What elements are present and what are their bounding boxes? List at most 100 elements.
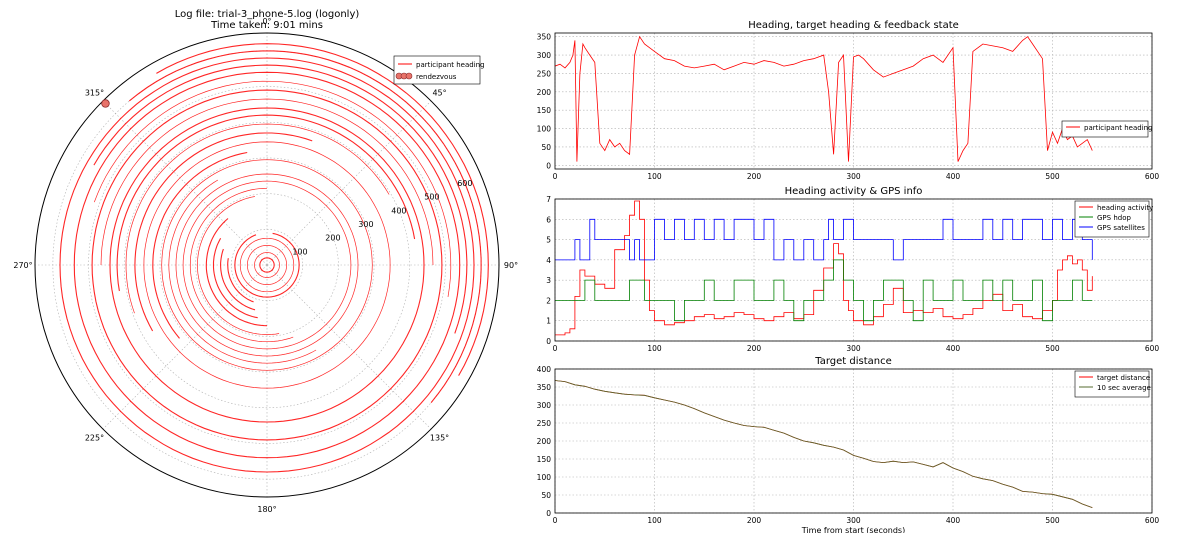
legend-label: rendezvous [416,73,457,81]
heading-arc [254,252,280,278]
y-tick-label: 200 [537,437,552,446]
polar-radial-gridline [88,86,446,444]
y-tick-label: 150 [537,455,552,464]
heading-arc [189,187,294,343]
series-line-heading-activity [555,200,1093,336]
legend-label: participant heading [416,61,485,69]
legend-label: 10 sec average [1097,384,1151,392]
chart-title: Heading, target heading & feedback state [748,20,959,31]
legend-box [1061,120,1149,138]
y-tick-label: 100 [537,473,552,482]
legend-swatch-rendezvous [405,72,413,80]
heading-arc [205,218,268,327]
polar-radial-tick-label: 300 [358,220,373,229]
chart-legend: target distance 10 sec average [1074,370,1151,398]
series-line-GPS-hdop [555,259,1093,322]
heading-arc [134,132,313,332]
chart-title: Heading activity & GPS info [785,186,923,197]
heading-arc [91,89,443,441]
x-tick-label: 500 [1045,172,1060,181]
y-tick-label: 300 [537,401,552,410]
heading-arc [128,50,482,404]
x-tick-label: 0 [553,516,558,525]
heading-arc [93,80,452,297]
heading-arc [175,173,359,357]
polar-heading-chart: 0° 45° 90° 135° 180° 225° 270° 315° 100 200 300 400… [13,17,518,514]
y-tick-label: 250 [537,69,552,78]
heading-arc [109,107,425,423]
y-tick-label: 350 [537,383,552,392]
x-tick-label: 500 [1045,344,1060,353]
x-tick-label: 400 [946,172,961,181]
y-tick-label: 7 [546,195,551,204]
polar-angle-label: 315° [85,88,104,97]
y-tick-label: 50 [541,491,551,500]
heading-arc [239,237,295,293]
legend-label: target distance [1097,374,1150,382]
heading-arc [212,237,258,319]
x-tick-label: 200 [747,172,762,181]
legend-label: heading activity [1097,204,1153,212]
polar-angle-label: 180° [257,505,276,514]
polar-angle-gridline [102,100,268,266]
series-line-participant-heading [555,35,1093,162]
polar-angle-label: 90° [504,261,518,270]
heading-arc [182,180,352,350]
polar-radial-gridline [123,121,411,409]
polar-radial-gridline [159,157,375,373]
polar-angle-gridline [266,100,432,266]
x-tick-label: 300 [846,516,861,525]
y-tick-label: 1 [546,317,551,326]
polar-frame [34,32,500,498]
polar-angle-label: 0° [262,17,271,26]
polar-angle-label: 135° [430,434,449,443]
heading-arc [143,141,391,389]
chart-legend: participant heading [1061,120,1153,138]
axes-frame [554,368,1153,514]
heading-arc [247,245,287,285]
heading-arc [161,159,373,371]
legend-label: participant heading [1084,124,1153,132]
y-tick-label: 100 [537,125,552,134]
polar-angle-gridline [266,264,432,430]
x-tick-label: 200 [747,516,762,525]
heading-arc [227,258,254,303]
polar-radial-tick-label: 600 [457,179,472,188]
polar-angle-label: 45° [432,88,446,97]
polar-radial-tick-label: 200 [325,234,340,243]
polar-angle-gridline [102,264,268,430]
x-tick-label: 200 [747,344,762,353]
y-tick-label: 250 [537,419,552,428]
heading-arc [156,43,489,376]
heading-arc [220,248,256,311]
y-tick-label: 50 [541,143,551,152]
x-tick-label: 600 [1145,344,1160,353]
x-tick-label: 300 [846,172,861,181]
figure-title-line-2: Time taken: 9:01 mins [210,20,323,31]
x-tick-label: 0 [553,172,558,181]
figure-title-line-1: Log file: trial-3_phone-5.log (logonly) [175,9,360,20]
polar-radial-tick-label: 500 [424,193,439,202]
axes-frame [554,198,1153,342]
chart-title: Target distance [814,356,892,367]
heading-arc [197,196,280,335]
rendezvous-marker [101,99,110,108]
chart-legend: heading activity GPS hdop GPS satellites [1074,200,1153,238]
heading-arc [168,179,317,364]
y-tick-label: 2 [546,296,551,305]
y-tick-label: 300 [537,51,552,60]
legend-box [1074,370,1150,398]
polar-radial-tick-label: 400 [391,206,406,215]
heading-chart: 0 100 200 300 400 500 600 0 50 100 150 200 250 300 350… [537,20,1160,181]
polar-angle-label: 270° [13,261,32,270]
x-tick-label: 300 [846,344,861,353]
x-axis-label: Time from start (seconds) [801,526,905,533]
polar-angle-label: 225° [85,434,104,443]
y-tick-label: 400 [537,365,552,374]
polar-legend-box [393,55,481,85]
heading-arc [125,123,390,314]
heading-arc [234,232,300,298]
heading-arc [152,151,248,339]
